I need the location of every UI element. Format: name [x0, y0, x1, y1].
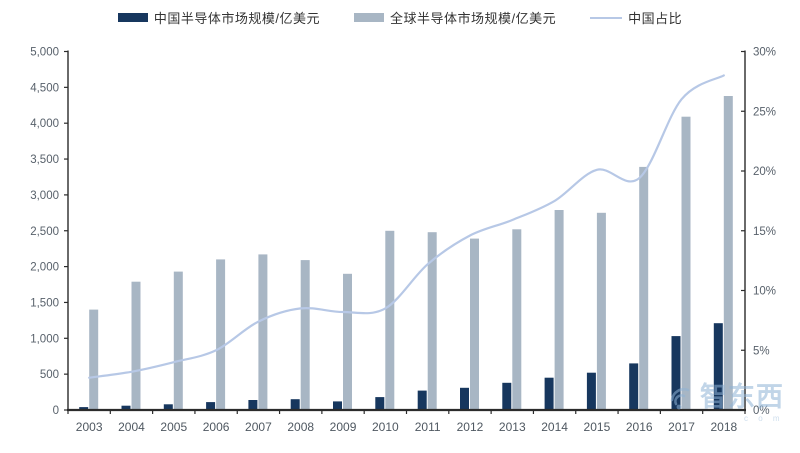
legend-item-global-market: 全球半导体市场规模/亿美元 — [353, 8, 557, 27]
global-bar-swatch — [353, 13, 384, 22]
svg-text:3,000: 3,000 — [30, 190, 59, 202]
svg-text:0: 0 — [53, 405, 59, 417]
svg-text:2004: 2004 — [118, 420, 145, 434]
svg-text:500: 500 — [40, 369, 59, 381]
svg-text:5,000: 5,000 — [30, 47, 59, 59]
svg-text:15%: 15% — [753, 226, 776, 238]
svg-text:30%: 30% — [753, 47, 776, 59]
svg-text:2015: 2015 — [584, 420, 611, 434]
legend-label-global-market: 全球半导体市场规模/亿美元 — [389, 11, 557, 26]
svg-text:2013: 2013 — [499, 420, 526, 434]
svg-text:2003: 2003 — [76, 420, 103, 434]
svg-text:2018: 2018 — [710, 420, 737, 434]
svg-text:2011: 2011 — [415, 420, 441, 434]
svg-text:2008: 2008 — [287, 420, 314, 434]
svg-text:25%: 25% — [753, 106, 776, 118]
svg-text:2007: 2007 — [245, 420, 272, 434]
svg-text:2006: 2006 — [203, 420, 230, 434]
svg-text:2005: 2005 — [160, 420, 187, 434]
svg-text:2012: 2012 — [457, 420, 484, 434]
svg-text:1,500: 1,500 — [30, 297, 59, 309]
china-bar-swatch — [117, 13, 148, 22]
svg-text:2016: 2016 — [626, 420, 653, 434]
svg-text:2009: 2009 — [330, 420, 357, 434]
svg-text:20%: 20% — [753, 166, 776, 178]
svg-text:2,500: 2,500 — [30, 226, 59, 238]
svg-text:3,500: 3,500 — [30, 154, 59, 166]
svg-text:0%: 0% — [753, 405, 770, 417]
svg-text:5%: 5% — [753, 345, 770, 357]
china-share-line-swatch — [590, 16, 623, 19]
svg-text:4,000: 4,000 — [30, 118, 59, 130]
svg-text:2,000: 2,000 — [30, 262, 59, 274]
legend-label-china-share: 中国占比 — [628, 11, 683, 26]
svg-text:10%: 10% — [753, 286, 776, 298]
svg-text:2010: 2010 — [372, 420, 399, 434]
legend-item-china-market: 中国半导体市场规模/亿美元 — [117, 8, 320, 27]
svg-text:1,000: 1,000 — [30, 333, 59, 345]
legend-item-china-share: 中国占比 — [590, 8, 682, 27]
svg-text:4,500: 4,500 — [30, 82, 59, 94]
svg-text:2014: 2014 — [541, 420, 568, 434]
legend: 中国半导体市场规模/亿美元 全球半导体市场规模/亿美元 中国占比 — [0, 8, 800, 27]
legend-label-china-market: 中国半导体市场规模/亿美元 — [153, 11, 320, 26]
svg-text:2017: 2017 — [668, 420, 695, 434]
